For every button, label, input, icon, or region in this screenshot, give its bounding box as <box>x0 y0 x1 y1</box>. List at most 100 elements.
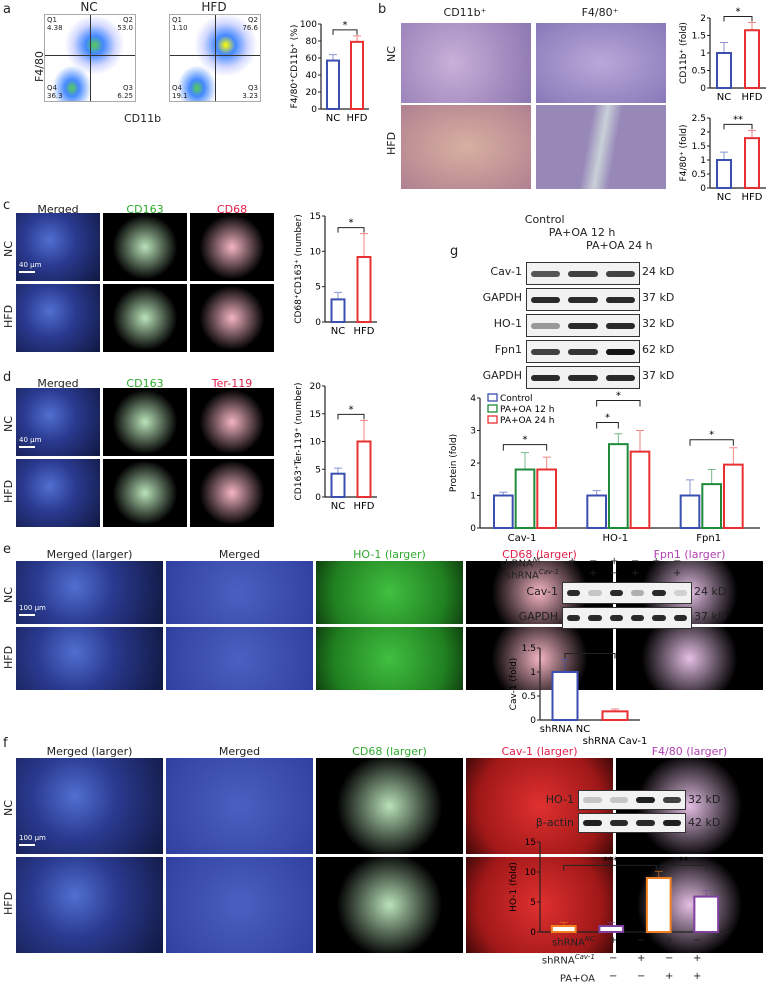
e-col-header: Merged (larger) <box>46 548 133 561</box>
bar <box>350 40 364 111</box>
error-bar <box>334 467 342 474</box>
error-bar <box>614 433 623 445</box>
microscopy-image <box>166 758 313 854</box>
microscopy-image <box>166 627 313 690</box>
y-tick-label: 20 <box>306 88 318 98</box>
blot-row-label: Cav-1 <box>526 585 558 598</box>
y-tick-label: 2 <box>470 459 476 469</box>
blot-band <box>631 615 645 621</box>
blot-row-label: Cav-1 <box>490 265 522 278</box>
y-axis-label: F4/80⁺CD11b⁺ (%) <box>290 25 300 109</box>
bar <box>514 468 536 529</box>
error-bar <box>702 890 711 897</box>
sign: + <box>589 568 598 579</box>
x-tick-label: NC <box>331 501 345 512</box>
b-row-nc: NC <box>385 46 398 62</box>
blot-band <box>568 322 598 329</box>
y-tick-label: 1.5 <box>692 32 706 42</box>
y-tick-label: 0 <box>315 493 321 503</box>
blot-row-label: GAPDH <box>482 291 522 304</box>
quadrant-q3: Q3 6.25 <box>117 84 133 100</box>
label-text: shRNA <box>506 570 539 582</box>
g-western-blot: Control PA+OA 12 h PA+OA 24 h Cav-1 24 kD GAP… <box>440 213 770 390</box>
blot-band <box>609 797 628 803</box>
microscopy-image <box>16 561 163 624</box>
x-tick-label: HFD <box>742 192 763 203</box>
blot-strip <box>526 340 640 363</box>
blot-band <box>531 348 561 355</box>
d-col-header: Ter-119 <box>211 377 253 390</box>
bar <box>693 895 720 933</box>
y-tick-label: 0 <box>470 524 476 534</box>
d-row-label: HFD <box>2 479 15 503</box>
y-tick-label: 0 <box>700 184 706 194</box>
scale-bar <box>19 844 35 846</box>
error-bar <box>521 452 529 470</box>
flow-cytometry: F4/80 CD11b NC Q1 4.38 Q2 53.0 Q3 6.25 Q4 36… <box>24 0 282 130</box>
e-row-label: HFD <box>2 645 15 669</box>
bar <box>551 671 579 721</box>
microscopy-image <box>190 388 274 456</box>
y-axis-label: Protein (fold) <box>449 434 459 492</box>
microscopy-image <box>16 213 100 281</box>
blot-band <box>636 797 655 803</box>
blot-strip <box>526 262 640 285</box>
blot-kd: 32 kD <box>642 317 675 330</box>
quadrant-q3: Q3 3.23 <box>242 84 258 100</box>
bar <box>598 925 625 933</box>
sign: − <box>673 556 682 567</box>
bar <box>326 59 340 110</box>
error-bar <box>686 479 694 496</box>
blot-band <box>605 348 635 355</box>
blot-band <box>568 296 598 303</box>
blot-strip <box>526 366 640 389</box>
quadrant-q1: Q1 1.10 <box>172 16 188 32</box>
e-col-header: Fpn1 (larger) <box>653 548 726 561</box>
sign: + <box>568 556 577 567</box>
microscopy-image <box>103 213 187 281</box>
microscopy-image <box>316 758 463 854</box>
y-tick-label: 3 <box>470 427 476 437</box>
significance-bracket <box>564 653 616 659</box>
f-row-label: NC <box>2 800 15 816</box>
blot-band <box>605 296 635 303</box>
microscopy-image <box>316 561 463 624</box>
shrna-row-label: shRNANC <box>500 556 543 569</box>
quadrant-q2: Q2 53.0 <box>117 16 133 32</box>
error-bar <box>542 456 551 470</box>
sign: + <box>610 556 619 567</box>
error-bar <box>353 35 361 42</box>
y-axis-label: HO-1 (fold) <box>509 862 519 912</box>
y-tick-label: 80 <box>306 37 318 47</box>
microscopy-image <box>190 284 274 352</box>
blot-band <box>588 590 602 596</box>
bar <box>493 494 514 529</box>
blot-row-label: Fpn1 <box>494 343 522 356</box>
blot-kd: 62 kD <box>642 343 675 356</box>
significance-label: ** <box>733 114 743 125</box>
blot-strip <box>578 790 686 810</box>
sign: − <box>652 568 661 579</box>
sign: + <box>652 556 661 567</box>
significance-label: * <box>605 413 610 424</box>
error-bar <box>611 708 619 712</box>
scale-bar <box>19 446 35 448</box>
y-tick-label: 1 <box>700 156 706 166</box>
e-col-header: CD68 (larger) <box>502 548 577 561</box>
shrna-row-label: shRNACav-1 <box>506 568 559 581</box>
sign: − <box>568 568 577 579</box>
f-col-header: Merged <box>218 745 261 758</box>
blot-band <box>609 615 623 621</box>
y-axis-label: CD68⁺CD163⁺ (number) <box>294 214 304 324</box>
bar <box>744 137 760 189</box>
bar <box>356 255 372 324</box>
y-tick-label: 1.5 <box>522 644 536 654</box>
i-western-blot: HO-1 32 kD β-actin 42 kD <box>490 785 770 833</box>
y-tick-label: 15 <box>525 838 536 848</box>
f-col-header: F4/80 (larger) <box>651 745 728 758</box>
sign: − <box>693 935 702 946</box>
blot-row-label: HO-1 <box>493 317 522 330</box>
x-tick-label: NC <box>326 113 340 124</box>
y-tick-label: 10 <box>525 868 537 878</box>
legend-swatch <box>487 393 498 402</box>
